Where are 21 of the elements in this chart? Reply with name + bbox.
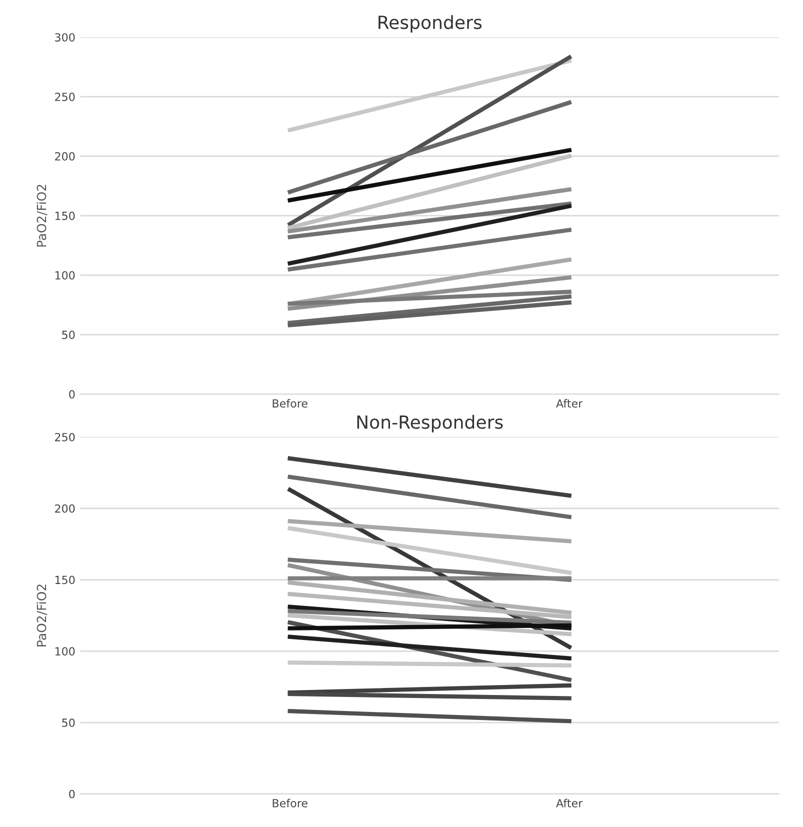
x-tick-label: Before <box>272 399 308 408</box>
y-tick-label: 250 <box>55 432 75 442</box>
y-tick-label: 200 <box>55 152 75 161</box>
y-axis-title: PaO2/FiO2 <box>36 584 48 646</box>
x-tick-label: After <box>556 798 583 808</box>
chart-title: Non-Responders <box>357 414 503 432</box>
y-tick-label: 50 <box>62 330 75 340</box>
y-tick-label: 50 <box>62 718 75 727</box>
y-tick-label: 300 <box>55 33 75 42</box>
y-tick-label: 250 <box>55 92 75 102</box>
x-tick-label: After <box>556 399 583 408</box>
y-tick-label: 150 <box>55 212 75 220</box>
y-tick-label: 150 <box>55 576 75 584</box>
y-tick-label: 100 <box>55 271 75 280</box>
y-tick-label: 100 <box>55 647 75 656</box>
y-tick-label: 0 <box>69 790 75 798</box>
y-tick-label: 0 <box>69 390 75 399</box>
x-tick-label: Before <box>272 798 308 808</box>
chart-title: Responders <box>378 15 482 33</box>
y-tick-label: 200 <box>55 504 75 513</box>
y-axis-title: PaO2/FiO2 <box>36 184 48 247</box>
